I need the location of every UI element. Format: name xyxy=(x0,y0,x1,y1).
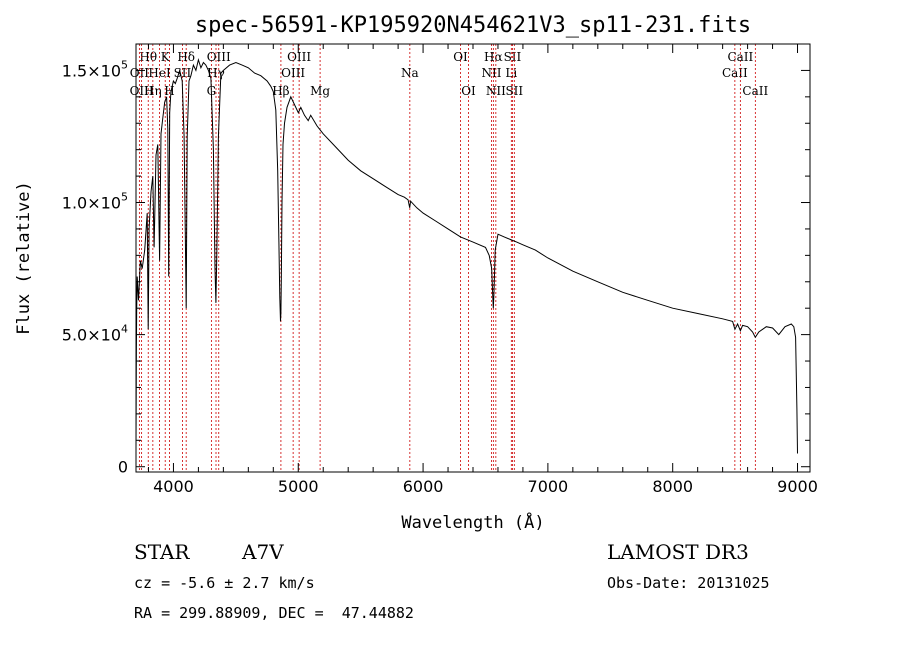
spectral-line-label: Mg xyxy=(310,84,330,98)
plot-frame xyxy=(135,43,811,473)
spectral-line-label: OIII xyxy=(207,50,231,64)
spectral-line-label: NII xyxy=(481,66,501,80)
spectral-line-label: Hβ xyxy=(272,84,289,98)
object-class: STAR xyxy=(134,540,190,564)
spectral-line-label: OI xyxy=(461,84,476,98)
y-tick-base: 5.0×10 xyxy=(62,326,121,345)
object-subclass: A7V xyxy=(242,540,284,564)
spectral-line-label: SII xyxy=(504,50,522,64)
axis-ticks: 4000 5000 6000 7000 8000 900005.0×1041.0×1051… xyxy=(62,44,818,496)
y-tick-label: 0 xyxy=(118,458,128,477)
spectral-line-label: HeI xyxy=(148,66,171,80)
x-tick-label: 4000 xyxy=(153,477,194,496)
obs-date-text: Obs-Date: 20131025 xyxy=(607,574,770,592)
spectral-line-label: SII xyxy=(174,66,192,80)
y-axis-label: Flux (relative) xyxy=(14,181,34,335)
x-tick-label: 9000 xyxy=(777,477,818,496)
spectral-line-label: Hδ xyxy=(177,50,195,64)
y-tick-label: 5.0×104 xyxy=(62,323,128,345)
x-tick-label: 8000 xyxy=(652,477,693,496)
x-axis-label: Wavelength (Å) xyxy=(401,511,544,533)
spectral-lines: HθOIIOIIIHηHeIKHSIIHδGHγOIIIHβOIIIOIIIMg… xyxy=(130,44,768,472)
y-tick-exponent: 5 xyxy=(121,191,128,204)
spectral-line-label: OII xyxy=(130,66,150,80)
spectral-line-label: K xyxy=(161,50,171,64)
spectral-line-label: OIII xyxy=(281,66,305,80)
spectral-line-label: Hη xyxy=(144,84,162,98)
x-tick-label: 5000 xyxy=(278,477,319,496)
flux-series-line xyxy=(135,58,798,454)
spectral-line-label: Hγ xyxy=(207,66,225,80)
spectral-line-label: NII xyxy=(486,84,506,98)
y-tick-base: 1.0×10 xyxy=(62,194,121,213)
redshift-text: cz = -5.6 ± 2.7 km/s xyxy=(134,574,315,592)
spectral-line-label: Hα xyxy=(484,50,503,64)
x-tick-label: 7000 xyxy=(528,477,569,496)
y-tick-label: 1.0×105 xyxy=(62,191,128,213)
spectral-line-label: CaII xyxy=(722,66,748,80)
spectral-line-label: CaII xyxy=(742,84,768,98)
chart-title: spec-56591-KP195920N454621V3_sp11-231.fi… xyxy=(195,13,751,38)
y-tick-base: 0 xyxy=(118,458,128,477)
spectral-line-label: Hθ xyxy=(139,50,157,64)
survey-label: LAMOST DR3 xyxy=(607,540,749,564)
spectral-line-label: H xyxy=(164,84,174,98)
spectral-line-label: OI xyxy=(453,50,468,64)
y-tick-base: 1.5×10 xyxy=(62,61,121,80)
y-tick-label: 1.5×105 xyxy=(62,58,128,80)
y-tick-exponent: 5 xyxy=(121,58,128,71)
spectral-line-label: CaII xyxy=(727,50,753,64)
spectral-line-label: Li xyxy=(505,66,517,80)
spectral-line-label: SII xyxy=(505,84,523,98)
spectral-line-label: Na xyxy=(401,66,419,80)
x-tick-label: 6000 xyxy=(403,477,444,496)
coordinates-text: RA = 299.88909, DEC = 47.44882 xyxy=(134,604,414,622)
y-tick-exponent: 4 xyxy=(121,323,128,336)
spectral-line-label: OIII xyxy=(287,50,311,64)
